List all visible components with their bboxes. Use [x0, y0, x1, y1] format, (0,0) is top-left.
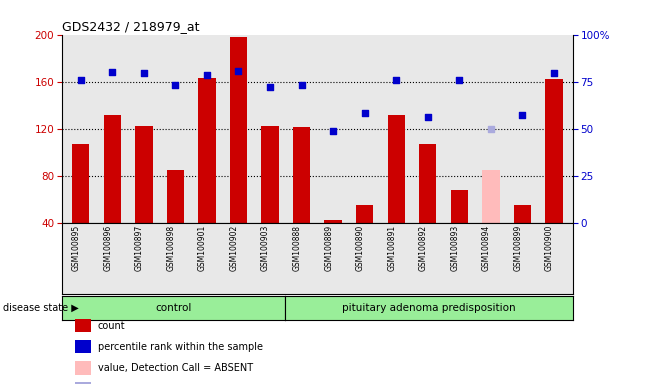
Point [328, 128, 339, 134]
Text: disease state ▶: disease state ▶ [3, 303, 79, 313]
Bar [230, 37, 247, 223]
Text: GSM100897: GSM100897 [135, 225, 144, 271]
Point [296, 82, 307, 88]
Bar [419, 144, 436, 223]
Bar [356, 205, 374, 223]
Point [170, 82, 180, 88]
Point [486, 126, 496, 132]
Bar [450, 190, 468, 223]
Point [76, 77, 86, 83]
Text: pituitary adenoma predisposition: pituitary adenoma predisposition [342, 303, 516, 313]
Bar [514, 205, 531, 223]
Text: GSM100889: GSM100889 [324, 225, 333, 271]
Text: GSM100895: GSM100895 [72, 225, 81, 271]
Bar [167, 170, 184, 223]
Text: control: control [156, 303, 192, 313]
Point [517, 111, 527, 118]
Text: percentile rank within the sample: percentile rank within the sample [98, 342, 262, 352]
Point [391, 77, 402, 83]
Text: GSM100893: GSM100893 [450, 225, 460, 271]
Text: count: count [98, 321, 125, 331]
Point [265, 84, 275, 91]
Point [233, 68, 243, 74]
Text: GSM100896: GSM100896 [104, 225, 113, 271]
Point [359, 110, 370, 116]
Bar [482, 170, 499, 223]
Bar [199, 78, 215, 223]
Bar [261, 126, 279, 223]
Point [139, 70, 149, 76]
Bar [387, 114, 405, 223]
Point [549, 70, 559, 76]
Text: GSM100888: GSM100888 [292, 225, 301, 271]
Bar [293, 127, 311, 223]
Text: GSM100899: GSM100899 [514, 225, 522, 271]
Bar [324, 220, 342, 223]
Text: value, Detection Call = ABSENT: value, Detection Call = ABSENT [98, 363, 253, 373]
Text: GSM100892: GSM100892 [419, 225, 428, 271]
Text: GSM100891: GSM100891 [387, 225, 396, 271]
Bar [72, 144, 89, 223]
Bar [546, 79, 562, 223]
Text: GSM100898: GSM100898 [167, 225, 175, 271]
Point [454, 77, 465, 83]
Text: GSM100890: GSM100890 [355, 225, 365, 271]
Text: GSM100894: GSM100894 [482, 225, 491, 271]
Text: GSM100900: GSM100900 [545, 225, 554, 271]
Text: GSM100903: GSM100903 [261, 225, 270, 271]
Text: GSM100901: GSM100901 [198, 225, 207, 271]
Point [107, 69, 118, 75]
Point [202, 71, 212, 78]
Bar [104, 114, 121, 223]
Point [422, 114, 433, 120]
Bar [135, 126, 152, 223]
Text: GDS2432 / 218979_at: GDS2432 / 218979_at [62, 20, 199, 33]
Text: GSM100902: GSM100902 [230, 225, 238, 271]
